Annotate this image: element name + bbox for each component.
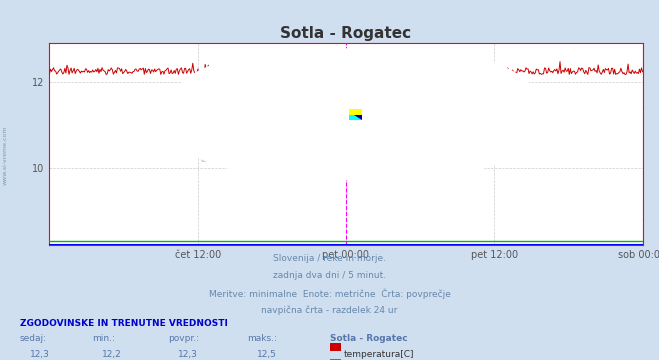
Text: Meritve: minimalne  Enote: metrične  Črta: povprečje: Meritve: minimalne Enote: metrične Črta:…	[208, 288, 451, 299]
Text: 12,3: 12,3	[178, 350, 198, 359]
Text: Sotla - Rogatec: Sotla - Rogatec	[330, 334, 407, 343]
Text: ZGODOVINSKE IN TRENUTNE VREDNOSTI: ZGODOVINSKE IN TRENUTNE VREDNOSTI	[20, 319, 227, 328]
Polygon shape	[354, 115, 362, 120]
Text: temperatura[C]: temperatura[C]	[344, 350, 415, 359]
Text: povpr.:: povpr.:	[168, 334, 199, 343]
Text: 12,5: 12,5	[257, 350, 277, 359]
Text: 12,3: 12,3	[30, 350, 49, 359]
Text: navpična črta - razdelek 24 ur: navpična črta - razdelek 24 ur	[262, 306, 397, 315]
Text: zadnja dva dni / 5 minut.: zadnja dva dni / 5 minut.	[273, 271, 386, 280]
Text: sedaj:: sedaj:	[20, 334, 47, 343]
FancyBboxPatch shape	[171, 48, 540, 180]
Text: 12,2: 12,2	[102, 350, 122, 359]
Polygon shape	[349, 109, 362, 115]
Text: Slovenija / reke in morje.: Slovenija / reke in morje.	[273, 254, 386, 263]
Polygon shape	[349, 115, 362, 120]
Text: maks.:: maks.:	[247, 334, 277, 343]
Text: min.:: min.:	[92, 334, 115, 343]
Text: www.si-vreme.com: www.si-vreme.com	[3, 125, 8, 185]
Title: Sotla - Rogatec: Sotla - Rogatec	[281, 26, 411, 41]
Text: www.si-vreme.com: www.si-vreme.com	[198, 140, 494, 168]
